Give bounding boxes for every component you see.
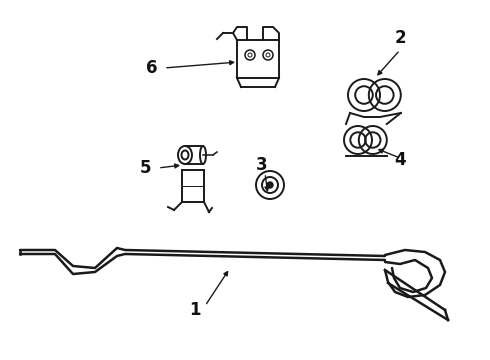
Text: 5: 5 xyxy=(139,159,151,177)
Bar xyxy=(182,170,204,202)
Text: 3: 3 xyxy=(256,156,268,174)
Circle shape xyxy=(267,182,273,188)
Bar xyxy=(237,40,279,78)
Text: 2: 2 xyxy=(394,29,406,47)
Text: 4: 4 xyxy=(394,151,406,169)
Text: 1: 1 xyxy=(189,301,201,319)
Text: 6: 6 xyxy=(146,59,158,77)
